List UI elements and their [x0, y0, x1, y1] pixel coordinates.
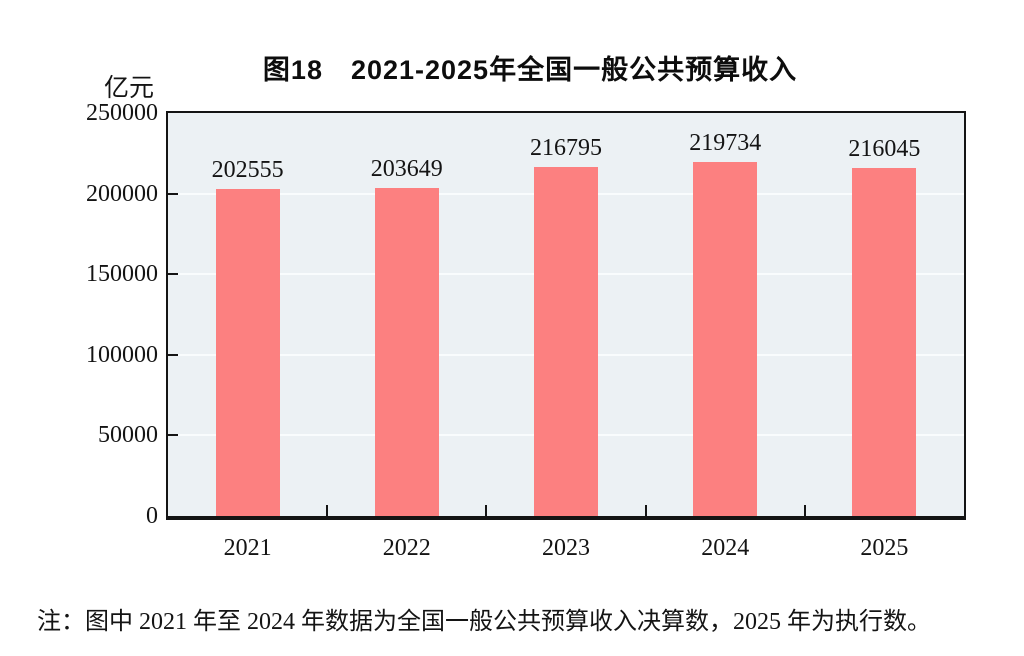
bar: [374, 187, 439, 516]
bar-slot: 216795 2023: [486, 113, 645, 561]
bar-slot: 203649 2022: [327, 113, 486, 561]
bar: [852, 167, 917, 516]
bars-row: 202555 2021 203649 2022 216795 2023 219734 2024…: [168, 113, 964, 561]
y-tick-mark: [168, 353, 178, 356]
bar-value-label: 203649: [370, 155, 443, 182]
x-tick-label: 2021: [223, 535, 272, 561]
x-tick-label: 2023: [542, 535, 590, 561]
x-tick-mark: [485, 505, 488, 516]
x-tick-mark: [803, 505, 806, 516]
bar: [215, 189, 280, 516]
y-tick-label: 250000: [86, 100, 158, 126]
y-axis-unit-label: 亿元: [104, 75, 155, 102]
y-tick-label: 0: [146, 503, 158, 529]
bar: [534, 166, 598, 516]
plot-area: 202555 2021 203649 2022 216795 2023 219734 2024…: [166, 111, 966, 561]
bar-value-label: 202555: [211, 157, 284, 184]
bar-value-label: 219734: [689, 129, 762, 156]
x-tick-mark: [326, 505, 329, 516]
bar-slot: 202555 2021: [168, 113, 327, 561]
bar-value-label: 216045: [848, 135, 921, 162]
y-tick-label: 150000: [86, 261, 158, 288]
y-tick-label: 50000: [98, 422, 158, 449]
y-tick-label: 100000: [86, 341, 158, 368]
footnote: 注：图中 2021 年至 2024 年数据为全国一般公共预算收入决算数，2025…: [37, 609, 931, 635]
x-tick-label: 2022: [382, 535, 431, 561]
x-tick-label: 2024: [701, 535, 750, 561]
y-tick-mark: [168, 192, 178, 195]
chart-title: 图18 2021-2025年全国一般公共预算收入: [262, 55, 798, 85]
bar: [693, 161, 758, 516]
y-tick-label: 200000: [86, 180, 158, 207]
x-tick-mark: [644, 505, 647, 516]
bar-value-label: 216795: [530, 134, 602, 161]
x-tick-label: 2025: [860, 535, 909, 561]
y-tick-mark: [168, 273, 178, 276]
y-tick-mark: [168, 434, 178, 437]
bar-slot: 216045 2025: [805, 113, 964, 561]
bar-slot: 219734 2024: [646, 113, 805, 561]
